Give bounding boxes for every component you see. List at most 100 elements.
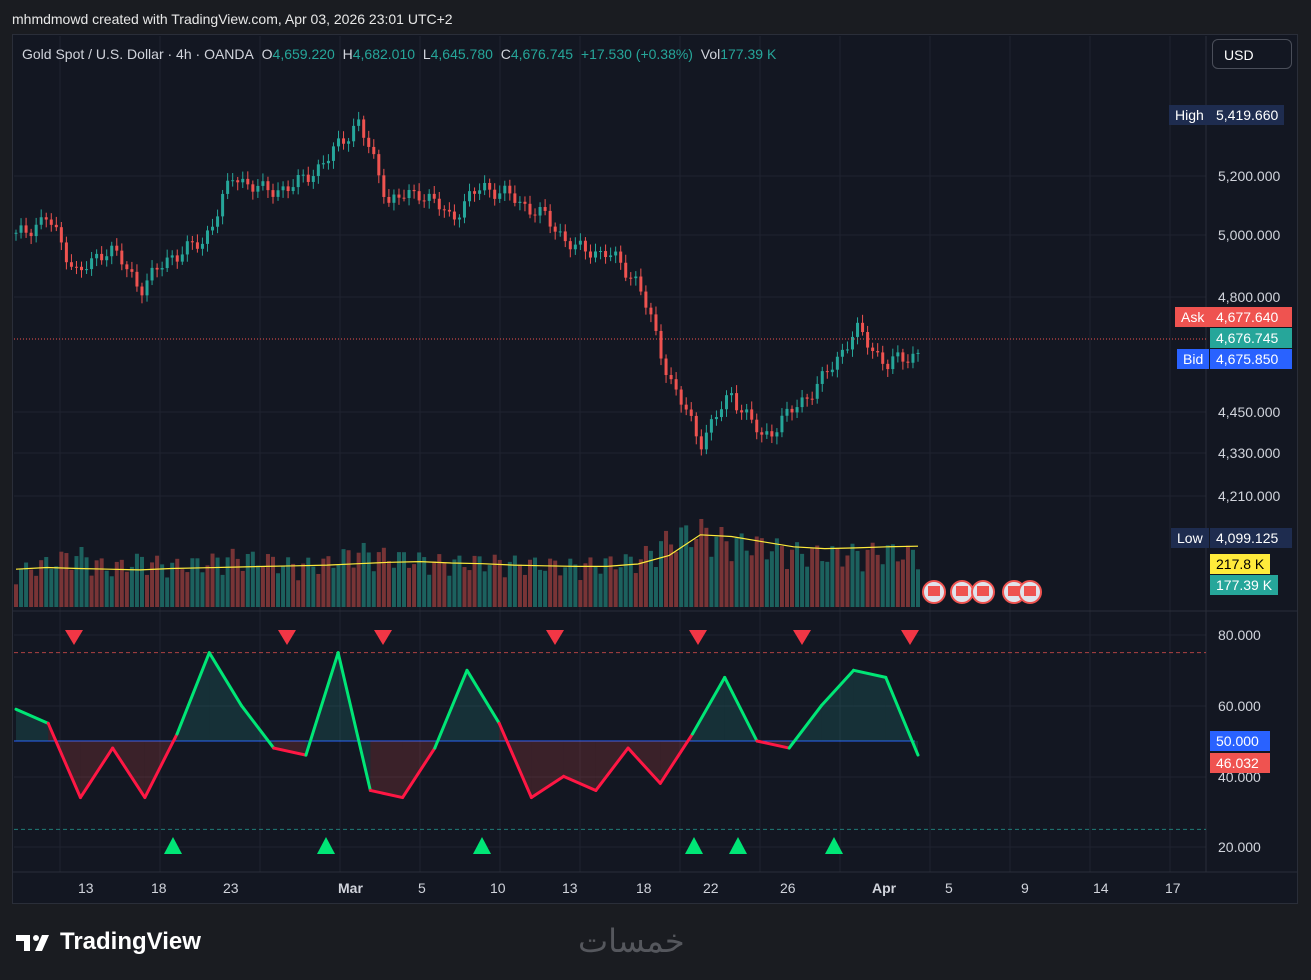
candle-body <box>457 217 461 220</box>
oscillator-line <box>658 732 694 785</box>
candle-body <box>69 262 73 267</box>
candle-body <box>397 194 401 198</box>
volume-bar <box>381 547 386 607</box>
volume-bar <box>659 541 664 607</box>
volume-bar <box>19 568 24 607</box>
volume-ma-tag: 217.8 K <box>1210 554 1271 574</box>
indicator-tick-label: 60.000 <box>1218 698 1261 714</box>
volume-bar <box>774 538 779 607</box>
volume-bar <box>457 555 462 607</box>
volume-bar <box>260 567 265 607</box>
volume-bar <box>432 561 437 607</box>
candle-body <box>825 371 829 373</box>
volume-bar <box>220 574 225 607</box>
volume-bar <box>391 567 396 607</box>
candle-body <box>311 176 315 182</box>
candle-body <box>296 174 300 188</box>
volume-bar <box>749 555 754 607</box>
time-tick-label: 10 <box>490 880 506 896</box>
candle-body <box>306 174 310 182</box>
candle-body <box>326 160 330 164</box>
candle-body <box>266 181 270 191</box>
volume-label: Vol <box>700 46 721 62</box>
candle-body <box>100 253 104 261</box>
us-flag-icon <box>928 586 940 596</box>
volume-bar <box>779 546 784 607</box>
volume-bar <box>734 537 739 607</box>
oscillator-line <box>529 774 566 800</box>
buy-signal-icon <box>825 837 843 854</box>
candle-body <box>291 187 295 192</box>
candle-body <box>674 379 678 390</box>
volume-bar <box>795 542 800 607</box>
volume-bar <box>850 543 855 607</box>
volume-bar <box>916 569 920 607</box>
volume-bar <box>860 571 865 607</box>
candle-body <box>357 119 361 126</box>
volume-bar <box>69 569 74 607</box>
price-tick-label: 4,210.000 <box>1218 488 1281 504</box>
oscillator-fill <box>531 741 564 798</box>
candle-body <box>745 409 749 413</box>
candle-body <box>614 251 618 256</box>
candle-body <box>170 255 174 258</box>
candle-body <box>447 209 451 212</box>
candle-body <box>49 219 53 225</box>
candle-body <box>387 196 391 203</box>
volume-bar <box>250 551 255 607</box>
oscillator-line <box>207 651 243 708</box>
candle-body <box>830 369 834 373</box>
high-tag-value: 5,419.660 <box>1210 105 1285 125</box>
candle-body <box>896 352 900 357</box>
volume-bar <box>522 574 527 607</box>
volume-bar <box>694 538 699 607</box>
chart-frame[interactable] <box>12 34 1298 904</box>
volume-bar <box>603 558 608 607</box>
time-tick-label: 18 <box>636 880 652 896</box>
candle-body <box>725 395 729 410</box>
candle-body <box>835 356 839 370</box>
volume-bar <box>175 558 180 607</box>
volume-bar <box>145 574 150 607</box>
candle-body <box>468 191 472 202</box>
candle-body <box>629 277 633 279</box>
candle-body <box>427 193 431 201</box>
tradingview-logo[interactable]: TradingView <box>16 928 201 956</box>
volume-bar <box>447 575 452 607</box>
symbol-name[interactable]: Gold Spot / U.S. Dollar · 4h · OANDA <box>22 46 254 62</box>
candle-body <box>709 419 713 433</box>
volume-bar <box>905 545 910 607</box>
candle-body <box>286 186 290 192</box>
volume-bar <box>558 575 563 607</box>
volume-bar <box>160 564 165 607</box>
sell-signal-icon <box>65 630 83 645</box>
candle-body <box>553 226 557 232</box>
close-value: 4,676.745 <box>510 46 574 62</box>
currency-button[interactable]: USD <box>1212 39 1292 69</box>
candle-body <box>845 349 849 351</box>
oscillator-fill <box>16 709 49 741</box>
buy-signal-icon <box>473 837 491 854</box>
candle-body <box>417 191 421 201</box>
candle-body <box>604 251 608 258</box>
oscillator-fill <box>209 652 242 741</box>
volume-bar <box>679 527 684 607</box>
candle-body <box>780 415 784 433</box>
volume-bar <box>598 573 603 607</box>
candle-body <box>216 216 220 227</box>
bid-tag-value: 4,675.850 <box>1210 349 1292 369</box>
sell-signal-icon <box>374 630 392 645</box>
volume-bar <box>573 564 578 607</box>
candle-body <box>543 207 547 211</box>
candle-body <box>432 193 436 199</box>
volume-bar <box>134 553 139 607</box>
candle-body <box>261 181 265 186</box>
candle-body <box>588 251 592 258</box>
oscillator-line <box>401 746 437 800</box>
candle-body <box>331 146 335 161</box>
candle-body <box>105 256 109 261</box>
volume-bar <box>759 538 764 607</box>
volume-bar <box>633 573 638 607</box>
candle-body <box>150 267 154 281</box>
